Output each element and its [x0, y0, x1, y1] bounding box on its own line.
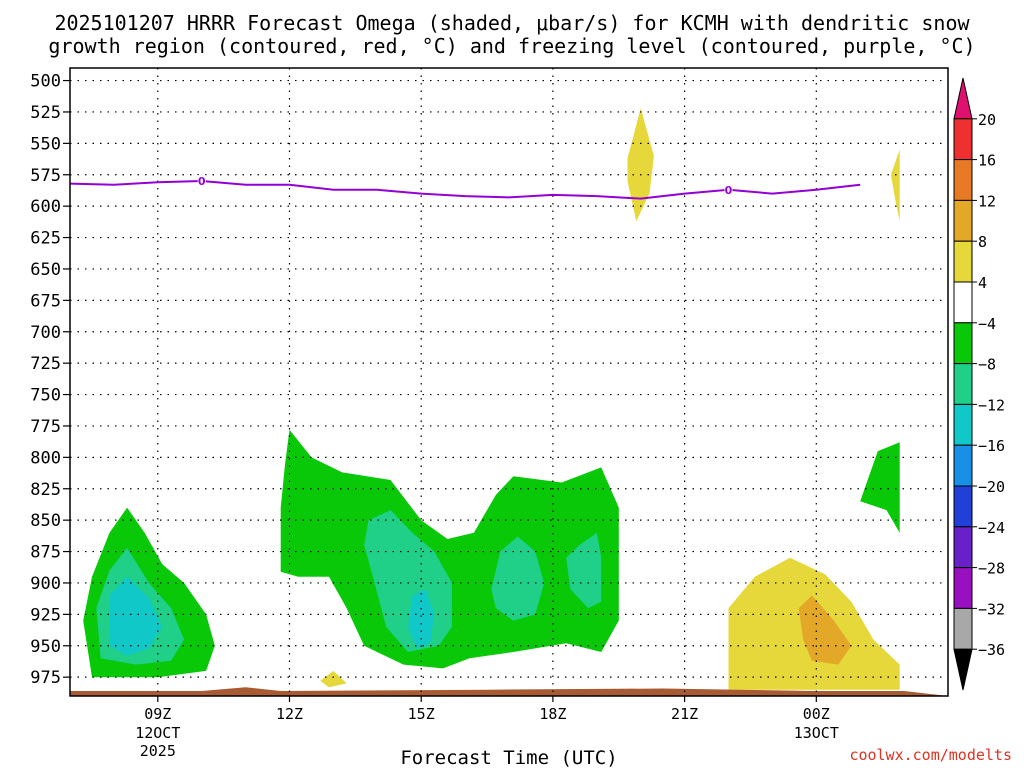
freezing-level-label-1: 0 [725, 184, 733, 197]
colorbar-label: −4 [978, 315, 996, 333]
plot-frame [69, 67, 949, 697]
x-tick-label: 12Z [276, 705, 303, 723]
colorbar-bin-5 [953, 281, 973, 324]
x-tick-label: 09Z [144, 705, 171, 723]
colorbar-bin-12 [953, 567, 973, 609]
y-tick-label: 925 [30, 605, 61, 625]
colorbar-label: −12 [978, 396, 1005, 414]
chart-title-line-2: growth region (contoured, red, °C) and f… [48, 34, 976, 58]
colorbar-label: 8 [978, 233, 987, 251]
colorbar-bin-11 [953, 526, 973, 569]
colorbar-bin-7 [953, 363, 973, 405]
y-tick-label: 625 [30, 229, 61, 249]
x-tick-label: 15Z [408, 705, 435, 723]
y-tick-label: 725 [30, 354, 61, 374]
y-tick-label: 650 [30, 260, 61, 280]
y-tick-label: 775 [30, 417, 61, 437]
x-tick-label: 21Z [671, 705, 698, 723]
y-tick-label: 750 [30, 386, 61, 406]
colorbar-bin-6 [953, 322, 973, 365]
y-tick-label: 700 [30, 323, 61, 343]
omega-region-10 [798, 595, 852, 665]
colorbar-bin-9 [953, 444, 973, 487]
omega-region-7 [566, 532, 602, 609]
omega-region-5 [408, 589, 435, 649]
y-tick-label: 500 [30, 72, 61, 92]
colorbar-bin-2 [953, 159, 973, 201]
freezing-label-bg-1 [724, 183, 733, 196]
x-tick-label: 18Z [539, 705, 566, 723]
colorbar-label: −32 [978, 600, 1005, 618]
omega-region-8 [860, 442, 900, 533]
colorbar-label: 4 [978, 274, 987, 292]
y-tick-label: 600 [30, 197, 61, 217]
colorbar-label: −28 [978, 560, 1005, 578]
omega-region-3 [280, 429, 619, 669]
x-tick-date-label: 12OCT [135, 724, 180, 742]
colorbar-label: −20 [978, 478, 1005, 496]
ground-strip [70, 687, 948, 696]
colorbar-bin-1 [953, 118, 973, 161]
colorbar-bottom-arrow [953, 648, 973, 691]
colorbar-label: −36 [978, 641, 1005, 659]
x-tick-year-label: 2025 [140, 742, 176, 760]
freezing-level-line [70, 179, 861, 200]
freezing-level-label-0: 0 [198, 175, 206, 188]
omega-region-2 [109, 576, 163, 656]
y-tick-label: 675 [30, 291, 61, 311]
colorbar-label: −16 [978, 437, 1005, 455]
colorbar-bin-4 [953, 240, 973, 283]
y-tick-label: 975 [30, 668, 61, 688]
colorbar-label: 16 [978, 152, 996, 170]
omega-region-13 [890, 149, 900, 222]
colorbar-top-arrow [953, 77, 973, 120]
freezing-label-bg-0 [197, 175, 206, 188]
colorbar-label: 20 [978, 111, 996, 129]
omega-region-11 [320, 670, 347, 688]
colorbar-bin-8 [953, 403, 973, 446]
y-tick-label: 850 [30, 511, 61, 531]
omega-region-12 [627, 108, 654, 222]
colorbar-label: 12 [978, 192, 996, 210]
y-tick-label: 950 [30, 637, 61, 657]
y-tick-label: 550 [30, 134, 61, 154]
y-tick-label: 825 [30, 480, 61, 500]
colorbar-bin-3 [953, 199, 973, 242]
y-tick-label: 875 [30, 543, 61, 563]
y-tick-label: 900 [30, 574, 61, 594]
colorbar-label: −24 [978, 519, 1005, 537]
x-tick-label: 00Z [803, 705, 830, 723]
y-tick-label: 575 [30, 166, 61, 186]
watermark: coolwx.com/modelts [849, 746, 1012, 764]
y-tick-label: 800 [30, 448, 61, 468]
x-tick-date-label: 13OCT [794, 724, 839, 742]
y-tick-label: 525 [30, 103, 61, 123]
colorbar-bin-13 [953, 607, 973, 650]
x-axis-label: Forecast Time (UTC) [400, 747, 617, 768]
colorbar-label: −8 [978, 356, 996, 374]
omega-region-6 [491, 536, 545, 621]
plot-area: 00 [70, 68, 948, 696]
chart-title-line-1: 2025101207 HRRR Forecast Omega (shaded, … [54, 11, 970, 35]
colorbar-bin-10 [953, 485, 973, 528]
